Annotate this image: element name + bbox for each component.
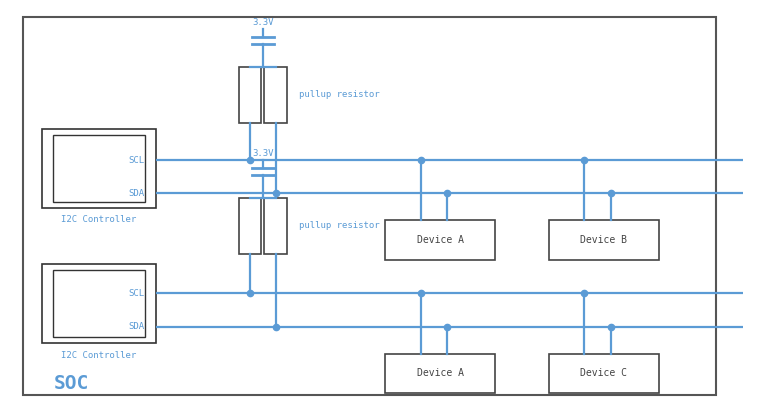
Text: pullup resistor: pullup resistor: [299, 90, 379, 99]
Bar: [549, 220, 659, 260]
Bar: [264, 198, 287, 254]
Bar: [264, 67, 287, 123]
Text: I2C Controller: I2C Controller: [62, 215, 136, 225]
Bar: [53, 270, 145, 337]
Text: SDA: SDA: [129, 189, 145, 198]
Text: Device A: Device A: [417, 368, 463, 379]
Bar: [53, 135, 145, 202]
Bar: [549, 354, 659, 393]
Text: SCL: SCL: [129, 289, 145, 298]
Text: Device A: Device A: [417, 235, 463, 245]
Bar: [239, 67, 261, 123]
Text: Device B: Device B: [581, 235, 627, 245]
Text: I2C Controller: I2C Controller: [62, 351, 136, 360]
Text: 3.3V: 3.3V: [252, 149, 274, 158]
Bar: [42, 129, 156, 208]
Text: SOC: SOC: [53, 374, 88, 393]
Text: SCL: SCL: [129, 156, 145, 165]
Bar: [385, 220, 495, 260]
Text: Device C: Device C: [581, 368, 627, 379]
Text: pullup resistor: pullup resistor: [299, 221, 379, 230]
Text: 3.3V: 3.3V: [252, 18, 274, 27]
Bar: [385, 354, 495, 393]
Bar: [239, 198, 261, 254]
Bar: [42, 264, 156, 343]
Text: SDA: SDA: [129, 322, 145, 331]
